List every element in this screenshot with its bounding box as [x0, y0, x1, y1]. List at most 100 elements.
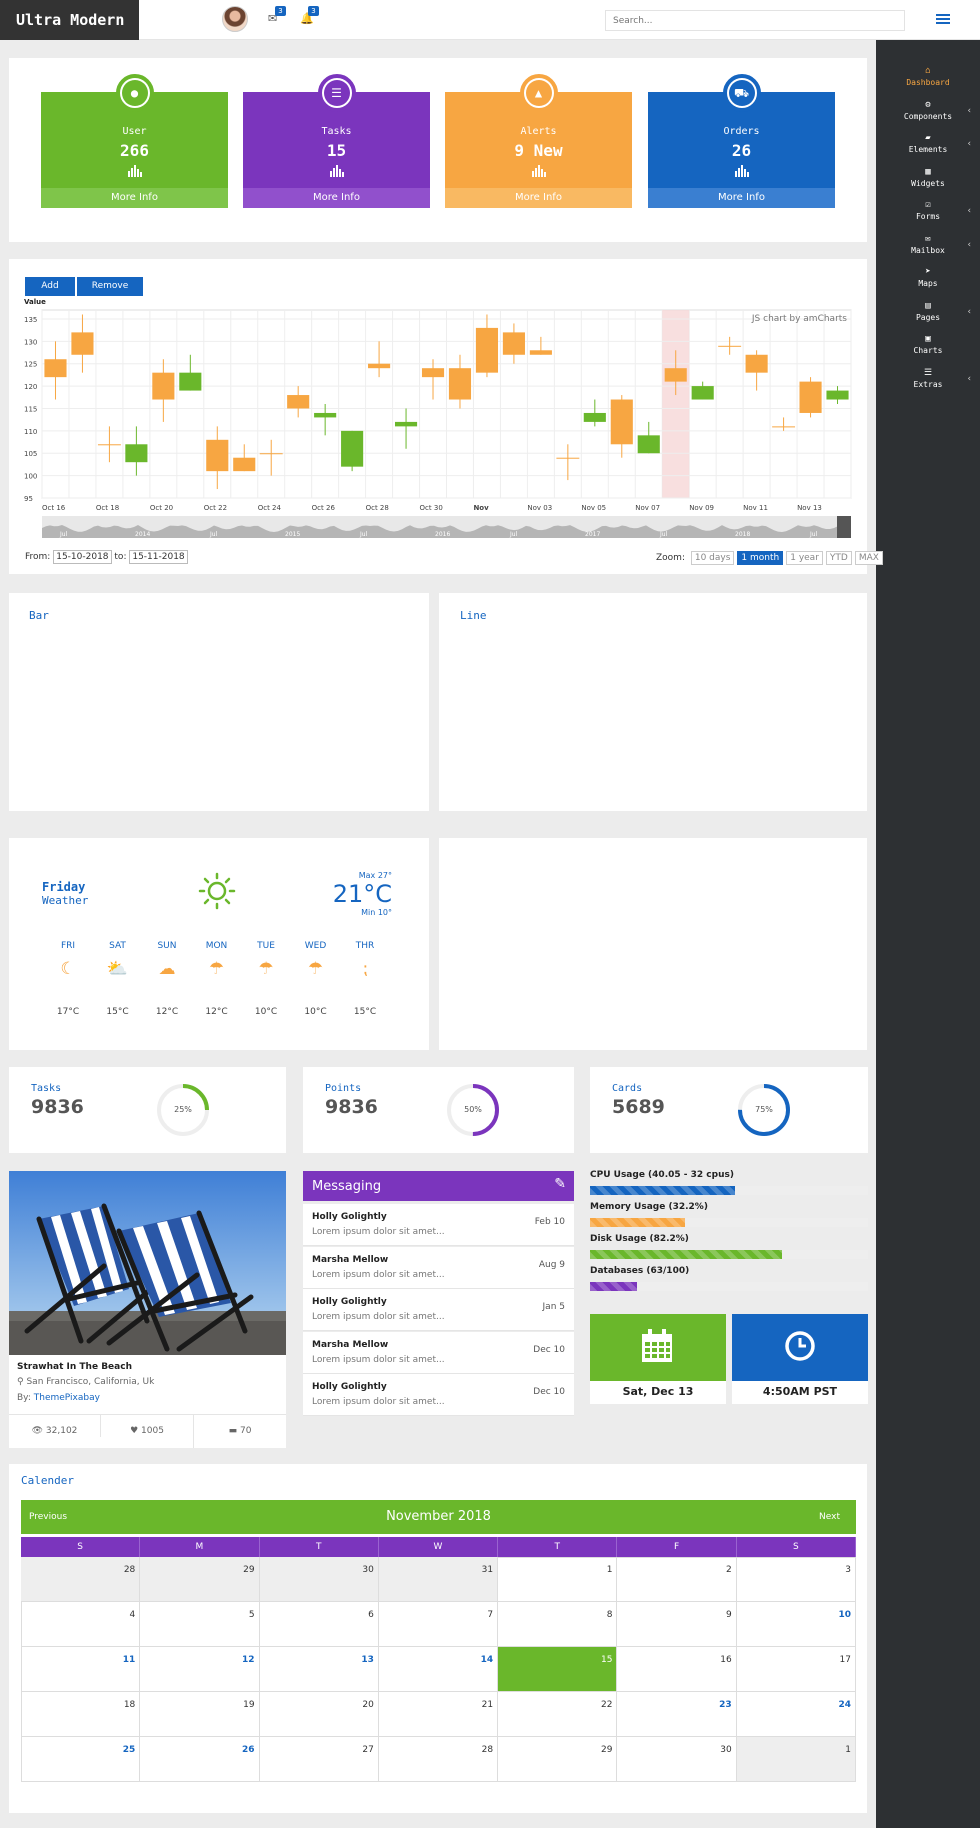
zoom-button[interactable]: YTD: [825, 551, 852, 565]
calendar-weekday: T: [498, 1537, 618, 1557]
calendar-day[interactable]: 21: [378, 1692, 499, 1737]
sidebar-item-extras[interactable]: ☰ Extras ‹: [876, 362, 980, 396]
calendar-day[interactable]: 1: [498, 1557, 618, 1602]
alert-badge: 3: [308, 6, 319, 16]
x-tick-label: Oct 28: [366, 504, 389, 512]
forecast-day: THR ⁏ 15°C: [345, 941, 385, 1017]
message-sender: Marsha Mellow: [312, 1339, 389, 1350]
scrollbar-label: Jul: [209, 531, 218, 538]
scrollbar-label: Jul: [509, 531, 518, 538]
calendar-day[interactable]: 14: [378, 1647, 499, 1692]
x-tick-label: Oct 26: [312, 504, 336, 512]
metric-value: 5689: [612, 1096, 665, 1118]
calendar-next-button[interactable]: Next: [819, 1512, 840, 1522]
calendar-day[interactable]: 30: [259, 1557, 379, 1602]
calendar-day[interactable]: 17: [736, 1647, 856, 1692]
calendar-day[interactable]: 29: [140, 1557, 260, 1602]
messaging-title: Messaging: [312, 1179, 382, 1194]
add-panel-button[interactable]: Add Panel: [25, 277, 75, 310]
from-date-input[interactable]: 15-10-2018: [53, 550, 112, 564]
search-input[interactable]: [605, 10, 905, 31]
message-item[interactable]: Holly Golightly Lorem ipsum dolor sit ame…: [303, 1289, 574, 1331]
calendar-day[interactable]: 2: [617, 1557, 737, 1602]
hamburger-menu-icon[interactable]: [936, 12, 950, 26]
candle: [152, 359, 175, 422]
calendar-day[interactable]: 28: [21, 1557, 141, 1602]
stat-card-orders[interactable]: ⛟ Orders 26 More Info: [648, 74, 835, 208]
donut-progress: [738, 1084, 790, 1136]
calendar-day[interactable]: 7: [378, 1602, 499, 1647]
candle: [368, 341, 391, 378]
sidebar-item-mailbox[interactable]: ✉ Mailbox ‹: [876, 228, 980, 262]
calendar-day[interactable]: 31: [378, 1557, 499, 1602]
calendar-day[interactable]: 26: [140, 1737, 260, 1782]
calendar-day[interactable]: 6: [259, 1602, 379, 1647]
calendar-day[interactable]: 9: [617, 1602, 737, 1647]
calendar-day[interactable]: 22: [498, 1692, 618, 1737]
author-link[interactable]: ThemePixabay: [33, 1393, 100, 1403]
sidebar-item-charts[interactable]: ▣ Charts: [876, 328, 980, 362]
compose-icon[interactable]: ✎: [554, 1176, 566, 1192]
calendar-day[interactable]: 29: [498, 1737, 618, 1782]
calendar-day[interactable]: 12: [140, 1647, 260, 1692]
calendar-day[interactable]: 15: [498, 1647, 618, 1692]
sidebar-item-elements[interactable]: ▰ Elements ‹: [876, 127, 980, 161]
stat-card-user[interactable]: ● User 266 More Info: [41, 74, 228, 208]
calendar-day[interactable]: 18: [21, 1692, 141, 1737]
weather-max: Max 27°: [358, 871, 392, 880]
calendar-day[interactable]: 1: [736, 1737, 856, 1782]
comment-icon[interactable]: ▬: [228, 1426, 238, 1436]
envelope-icon[interactable]: ✉: [268, 12, 278, 25]
calendar-day[interactable]: 13: [259, 1647, 379, 1692]
message-item[interactable]: Marsha Mellow Lorem ipsum dolor sit amet.…: [303, 1246, 574, 1289]
remove-panel-button[interactable]: Remove Panel: [77, 277, 143, 310]
calendar-day[interactable]: 20: [259, 1692, 379, 1737]
calendar-day[interactable]: 3: [736, 1557, 856, 1602]
to-date-input[interactable]: 15-11-2018: [129, 550, 188, 564]
candlestick-chart[interactable]: 95 100 105 110 115 120 125 130 135 Value JS chart …: [20, 298, 856, 550]
more-info-link[interactable]: More Info: [41, 188, 228, 208]
candle: [314, 404, 337, 436]
zoom-button[interactable]: 1 year: [786, 551, 823, 565]
calendar-day[interactable]: 24: [736, 1692, 856, 1737]
metric-card-points: Points 9836 50%: [303, 1067, 574, 1153]
bar-chart-icon: [734, 165, 749, 177]
calendar-prev-button[interactable]: Previous: [29, 1512, 68, 1522]
heart-icon[interactable]: ♥: [130, 1426, 139, 1436]
usage-progress-bar: [590, 1282, 868, 1291]
more-info-link[interactable]: More Info: [243, 188, 430, 208]
calendar-day[interactable]: 25: [21, 1737, 141, 1782]
sidebar-item-maps[interactable]: ➤ Maps: [876, 261, 980, 295]
calendar-day[interactable]: 16: [617, 1647, 737, 1692]
user-avatar[interactable]: [222, 6, 248, 32]
sidebar-item-pages[interactable]: ▤ Pages ‹: [876, 295, 980, 329]
sidebar-item-widgets[interactable]: ▦ Widgets: [876, 161, 980, 195]
calendar-day[interactable]: 28: [378, 1737, 499, 1782]
calendar-day[interactable]: 4: [21, 1602, 141, 1647]
zoom-button[interactable]: MAX: [854, 551, 883, 565]
calendar-day[interactable]: 8: [498, 1602, 618, 1647]
message-item[interactable]: Holly Golightly Lorem ipsum dolor sit ame…: [303, 1374, 574, 1416]
time-tile: 4:50AM PST: [732, 1314, 868, 1404]
more-info-link[interactable]: More Info: [445, 188, 632, 208]
calendar-day[interactable]: 11: [21, 1647, 141, 1692]
stat-card-alerts[interactable]: ▲ Alerts 9 New More Info: [445, 74, 632, 208]
usage-label: Disk Usage (82.2%): [590, 1234, 689, 1244]
calendar-day[interactable]: 23: [617, 1692, 737, 1737]
calendar-day[interactable]: 10: [736, 1602, 856, 1647]
zoom-button[interactable]: 1 month: [737, 551, 784, 565]
sidebar-item-components[interactable]: ⚙ Components ‹: [876, 94, 980, 128]
calendar-day[interactable]: 27: [259, 1737, 379, 1782]
app-title[interactable]: Ultra Modern: [0, 0, 139, 40]
calendar-day[interactable]: 5: [140, 1602, 260, 1647]
zoom-button[interactable]: 10 days: [690, 551, 735, 565]
sidebar-item-dashboard[interactable]: ⌂ Dashboard: [876, 60, 980, 94]
calendar-day[interactable]: 30: [617, 1737, 737, 1782]
rain-cloud-icon: ☂: [307, 959, 324, 979]
message-item[interactable]: Marsha Mellow Lorem ipsum dolor sit amet.…: [303, 1331, 574, 1374]
sidebar-item-forms[interactable]: ☑ Forms ‹: [876, 194, 980, 228]
calendar-day[interactable]: 19: [140, 1692, 260, 1737]
stat-card-tasks[interactable]: ☰ Tasks 15 More Info: [243, 74, 430, 208]
message-item[interactable]: Holly Golightly Lorem ipsum dolor sit ame…: [303, 1204, 574, 1246]
more-info-link[interactable]: More Info: [648, 188, 835, 208]
